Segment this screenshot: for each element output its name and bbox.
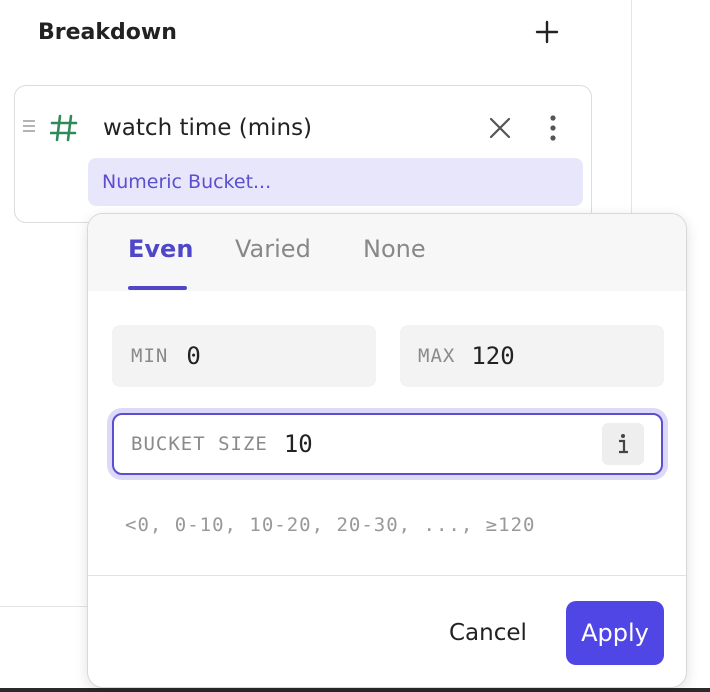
tab-underline <box>128 286 187 290</box>
apply-button[interactable]: Apply <box>566 601 664 665</box>
min-label: MIN <box>131 345 169 367</box>
min-field[interactable]: MIN 0 <box>112 325 376 387</box>
max-label: MAX <box>418 345 456 367</box>
tab-bar <box>88 214 686 291</box>
tab-active[interactable]: Even <box>128 235 194 263</box>
cancel-button[interactable]: Cancel <box>449 620 527 646</box>
min-value: 0 <box>186 342 201 370</box>
breakdown-card: watch time (mins) Numeric Bucket... <box>14 85 592 223</box>
max-field[interactable]: MAX 120 <box>400 325 664 387</box>
divider <box>88 575 686 576</box>
drag-handle[interactable] <box>23 120 35 132</box>
bucket-size-field[interactable]: BUCKET SIZE 10 <box>112 413 663 475</box>
tab[interactable]: None <box>363 235 426 263</box>
section-title: Breakdown <box>38 19 177 45</box>
remove-button[interactable] <box>488 116 512 140</box>
info-button[interactable] <box>602 423 644 465</box>
more-menu[interactable] <box>547 114 559 144</box>
bucket-size-value: 10 <box>283 430 313 458</box>
bucket-pill[interactable]: Numeric Bucket... <box>88 158 583 206</box>
bucket-popup: Even Varied None MIN 0 MAX 120 BUCKET SI… <box>87 213 687 688</box>
max-value: 120 <box>471 342 515 370</box>
bucket-size-label: BUCKET SIZE <box>131 433 268 455</box>
numeric-icon <box>50 114 78 142</box>
bottom-strip <box>0 688 710 692</box>
field-name: watch time (mins) <box>103 115 313 141</box>
add-button[interactable] <box>535 20 559 44</box>
panel-bottom-border <box>0 606 90 607</box>
tab[interactable]: Varied <box>235 235 311 263</box>
bucket-preview: <0, 0-10, 10-20, 20-30, ..., ≥120 <box>125 514 536 536</box>
